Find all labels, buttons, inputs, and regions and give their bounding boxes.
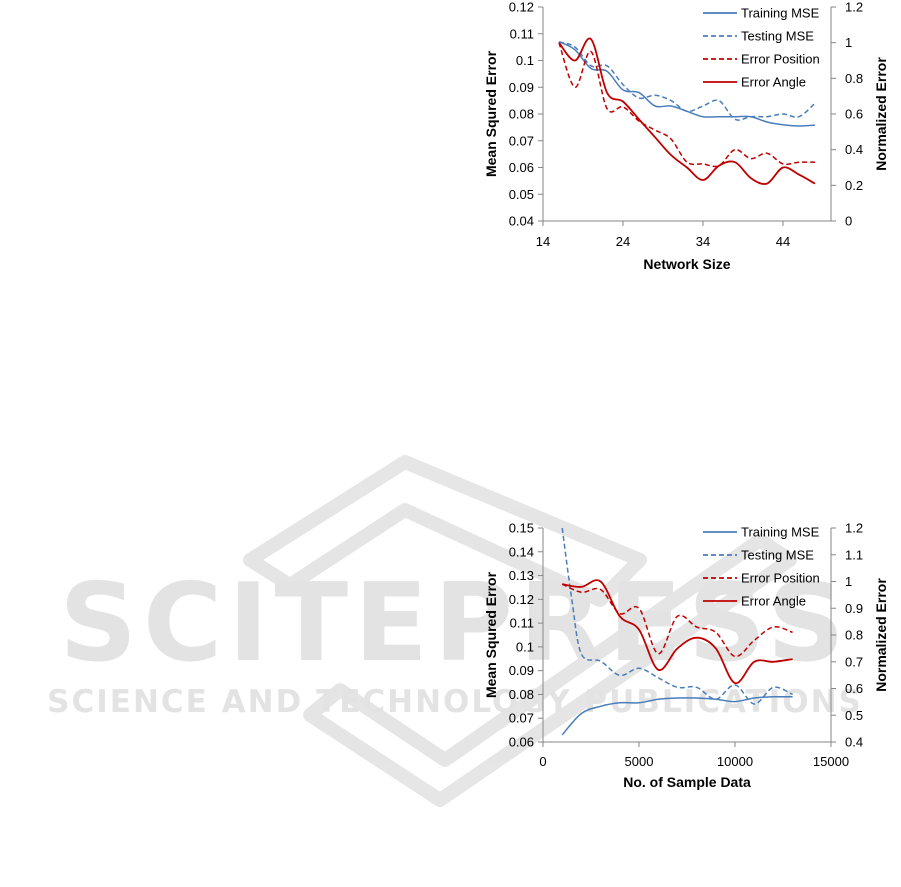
watermark-emblem-shape <box>243 455 797 807</box>
y2-tick-label: 0.7 <box>845 654 863 669</box>
y-tick-label: 0.12 <box>509 0 534 15</box>
legend-label-testing-mse: Testing MSE <box>741 29 814 44</box>
y-tick-label: 0.08 <box>509 107 534 122</box>
y-tick-label: 0.09 <box>509 663 534 678</box>
x-tick-label: 24 <box>616 234 630 249</box>
y2-tick-label: 0.2 <box>845 178 863 193</box>
x-tick-label: 44 <box>776 234 790 249</box>
legend-label-testing-mse: Testing MSE <box>741 548 814 563</box>
series-line-error-angle <box>558 37 816 185</box>
y-tick-label: 0.04 <box>509 214 534 229</box>
y2-tick-label: 0.4 <box>845 735 863 750</box>
y2-tick-label: 0.4 <box>845 142 863 157</box>
legend-label-error-position: Error Position <box>741 571 820 586</box>
watermark: SCITEPRESS SCIENCE AND TECHNOLOGY PUBLIC… <box>47 455 863 807</box>
series-line-error-position <box>558 42 816 168</box>
series-line-error-angle <box>562 579 793 685</box>
watermark-sub-text: SCIENCE AND TECHNOLOGY PUBLICATIONS <box>47 684 863 720</box>
y2-tick-label: 1 <box>845 35 852 50</box>
legend-label-error-angle: Error Angle <box>741 75 806 90</box>
y2-tick-label: 1.1 <box>845 547 863 562</box>
legend-label-training-mse: Training MSE <box>741 6 820 21</box>
y2-axis-title: Normalized Error <box>873 578 889 692</box>
y2-tick-label: 0 <box>845 214 852 229</box>
y2-tick-label: 0.6 <box>845 107 863 122</box>
y-tick-label: 0.15 <box>509 521 534 536</box>
y-tick-label: 0.11 <box>510 616 534 631</box>
x-axis-title: No. of Sample Data <box>623 774 751 790</box>
x-tick-label: 14 <box>536 234 550 249</box>
y2-axis-title: Normalized Error <box>873 57 889 171</box>
y-tick-label: 0.07 <box>509 711 534 726</box>
legend: Training MSE Testing MSE Error Position Err… <box>703 525 820 609</box>
y-tick-label: 0.1 <box>516 639 534 654</box>
legend-label-error-position: Error Position <box>741 52 820 67</box>
y2-tick-label: 0.8 <box>845 628 863 643</box>
legend-label-error-angle: Error Angle <box>741 594 806 609</box>
y2-tick-label: 1 <box>845 574 852 589</box>
x-tick-label: 34 <box>696 234 710 249</box>
y-axis-title: Mean Squred Error <box>483 571 499 698</box>
x-axis-title: Network Size <box>643 256 730 272</box>
x-tick-label: 0 <box>539 754 546 769</box>
watermark-main-text: SCITEPRESS <box>59 561 850 686</box>
y2-tick-label: 1.2 <box>845 521 863 536</box>
y-tick-label: 0.11 <box>510 26 534 41</box>
legend: Training MSE Testing MSE Error Position Err… <box>703 6 820 90</box>
y-tick-label: 0.14 <box>509 544 534 559</box>
y-axis-title: Mean Squred Error <box>483 50 499 177</box>
x-tick-label: 15000 <box>813 754 849 769</box>
series-line-testing-mse <box>558 41 816 121</box>
series-line-error-position <box>561 583 793 658</box>
y2-tick-label: 0.6 <box>845 681 863 696</box>
y-tick-label: 0.06 <box>509 735 534 750</box>
y-tick-label: 0.08 <box>509 687 534 702</box>
y2-tick-label: 0.5 <box>845 708 863 723</box>
series-line-training-mse <box>561 695 793 736</box>
y-tick-label: 0.06 <box>509 160 534 175</box>
y2-tick-label: 1.2 <box>845 0 863 15</box>
y-tick-label: 0.13 <box>509 568 534 583</box>
y-tick-label: 0.07 <box>509 133 534 148</box>
x-tick-label: 10000 <box>717 754 753 769</box>
y-tick-label: 0.1 <box>516 53 534 68</box>
series-line-testing-mse <box>561 527 793 705</box>
legend-label-training-mse: Training MSE <box>741 525 820 540</box>
sample-data-chart: 0.06 0.07 0.08 0.09 0.1 0.11 0.12 0.13 0.14 0.15 0… <box>483 521 889 791</box>
y-tick-label: 0.09 <box>509 80 534 95</box>
x-tick-label: 5000 <box>625 754 654 769</box>
y2-tick-label: 0.9 <box>845 601 863 616</box>
network-size-chart: 0.04 0.05 0.06 0.07 0.08 0.09 0.1 0.11 0.12 0 0.2 0… <box>483 0 889 272</box>
y-tick-label: 0.12 <box>509 592 534 607</box>
y-tick-label: 0.05 <box>509 187 534 202</box>
y2-tick-label: 0.8 <box>845 71 863 86</box>
